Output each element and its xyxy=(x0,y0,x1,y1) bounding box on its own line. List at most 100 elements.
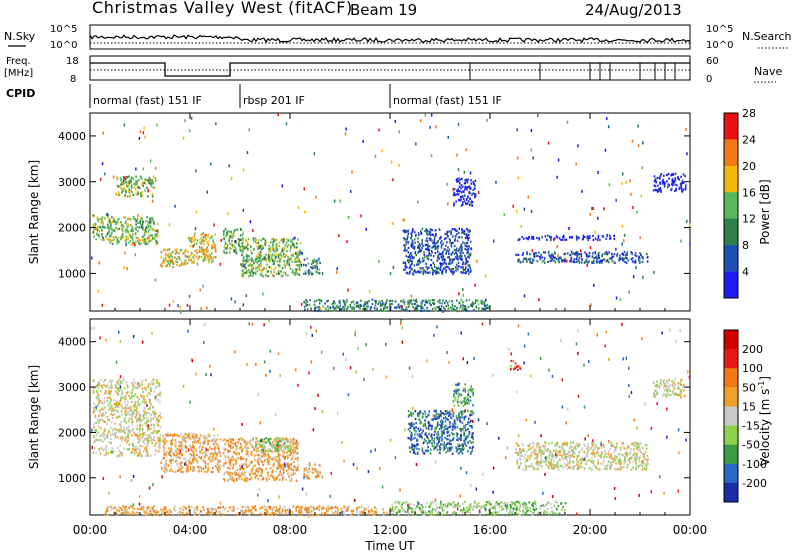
echo-cell xyxy=(269,442,272,445)
echo-cell xyxy=(130,185,132,188)
echo-cell xyxy=(460,438,462,442)
echo-cell xyxy=(639,261,641,265)
echo-cell xyxy=(251,461,253,464)
echo-cell xyxy=(95,434,98,437)
echo-cell xyxy=(539,255,541,259)
echo-cell xyxy=(251,264,254,267)
echo-cell xyxy=(108,380,111,383)
echo-cell xyxy=(653,180,656,183)
echo-cell xyxy=(170,441,172,444)
echo-cell xyxy=(101,303,104,307)
echo-cell xyxy=(137,192,139,195)
echo-cell xyxy=(169,468,172,471)
echo-cell xyxy=(122,407,124,410)
echo-cell xyxy=(290,459,293,462)
echo-cell xyxy=(431,251,433,254)
echo-cell xyxy=(95,451,97,454)
echo-cell xyxy=(191,252,193,255)
echo-cell xyxy=(584,251,586,254)
echo-cell xyxy=(202,232,204,235)
echo-cell xyxy=(552,254,554,257)
echo-cell xyxy=(234,441,237,444)
echo-cell xyxy=(276,443,278,447)
echo-cell xyxy=(147,220,149,223)
echo-cell xyxy=(458,236,461,239)
echo-cell xyxy=(132,378,135,381)
echo-cell xyxy=(295,469,298,472)
echo-cell xyxy=(124,417,126,420)
echo-cell xyxy=(411,245,413,248)
echo-cell xyxy=(587,255,589,258)
echo-cell xyxy=(553,251,556,254)
echo-cell xyxy=(120,181,123,184)
echo-cell xyxy=(435,272,438,275)
echo-cell xyxy=(274,457,277,460)
echo-cell xyxy=(116,228,119,231)
echo-cell xyxy=(260,478,263,482)
echo-cell xyxy=(168,451,171,454)
echo-cell xyxy=(257,247,259,250)
echo-cell xyxy=(296,253,299,256)
echo-cell xyxy=(231,244,234,247)
echo-cell xyxy=(113,219,115,222)
echo-cell xyxy=(667,186,669,189)
echo-cell xyxy=(267,450,270,453)
echo-cell xyxy=(517,260,520,263)
noise-tick-right-top: 10^5 xyxy=(706,24,733,35)
echo-cell xyxy=(165,265,168,268)
echo-cell xyxy=(432,272,434,275)
echo-cell xyxy=(316,262,319,265)
power-ylabel: Slant Range [km] xyxy=(27,160,41,264)
echo-cell xyxy=(161,265,163,268)
echo-cell xyxy=(422,424,425,428)
echo-cell xyxy=(197,258,199,261)
echo-cell xyxy=(143,442,146,445)
echo-cell xyxy=(187,255,189,258)
echo-cell xyxy=(149,401,151,404)
echo-cell xyxy=(440,309,443,312)
echo-cell xyxy=(126,403,128,406)
echo-cell xyxy=(458,227,461,230)
echo-cell xyxy=(121,439,123,442)
echo-cell xyxy=(420,302,423,306)
echo-cell xyxy=(108,396,111,399)
echo-cell xyxy=(256,270,259,273)
echo-cell xyxy=(467,269,469,272)
echo-cell xyxy=(202,259,204,262)
echo-cell xyxy=(142,390,144,394)
echo-cell xyxy=(98,230,101,233)
echo-cell xyxy=(444,308,446,311)
echo-cell xyxy=(194,250,197,253)
echo-cell xyxy=(180,465,182,468)
echo-cell xyxy=(133,431,136,434)
echo-cell xyxy=(366,308,368,311)
echo-cell xyxy=(240,458,242,461)
echo-cell xyxy=(306,257,308,260)
echo-cell xyxy=(614,261,616,264)
echo-cell xyxy=(102,432,105,435)
echo-cell xyxy=(433,448,435,451)
echo-cell xyxy=(195,255,197,258)
echo-cell xyxy=(170,255,172,258)
echo-cell xyxy=(435,234,437,237)
echo-cell xyxy=(191,261,193,264)
echo-cell xyxy=(249,258,251,261)
echo-cell xyxy=(467,248,469,251)
echo-cell xyxy=(228,251,231,254)
echo-cell xyxy=(222,232,225,235)
echo-cell xyxy=(411,303,413,306)
echo-cell xyxy=(108,231,111,234)
echo-cell xyxy=(203,252,206,255)
echo-cell xyxy=(460,433,463,436)
echo-cell xyxy=(318,308,320,311)
echo-cell xyxy=(160,466,163,469)
echo-cell xyxy=(685,128,687,131)
echo-cell xyxy=(153,391,156,394)
echo-cell xyxy=(225,251,228,254)
echo-cell xyxy=(119,436,122,439)
echo-cell xyxy=(175,441,177,444)
echo-cell xyxy=(619,298,622,302)
echo-cell xyxy=(431,233,433,236)
echo-cell xyxy=(245,463,247,466)
echo-cell xyxy=(609,257,611,260)
